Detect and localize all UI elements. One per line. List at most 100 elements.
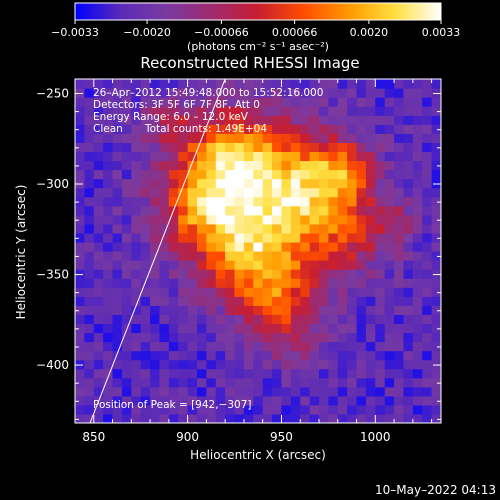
heatmap-cell: [403, 332, 414, 343]
heatmap-cell: [178, 106, 189, 116]
heatmap-cell: [412, 223, 423, 234]
heatmap-cell: [412, 79, 423, 89]
heatmap-cell: [319, 124, 329, 134]
heatmap-cell: [412, 214, 423, 225]
heatmap-cell: [253, 287, 264, 297]
heatmap-cell: [253, 386, 264, 397]
heatmap-cell: [375, 205, 386, 216]
heatmap-cell: [215, 377, 226, 388]
heatmap-cell: [168, 368, 179, 379]
heatmap-cell: [150, 205, 161, 216]
heatmap-cell: [150, 124, 161, 134]
heatmap-cell: [309, 350, 320, 361]
heatmap-cell: [281, 205, 292, 216]
heatmap-cell: [375, 232, 386, 243]
colorbar-tick-label: 0.0033: [422, 26, 461, 39]
heatmap-cell: [328, 88, 339, 98]
heatmap-cell: [197, 287, 207, 297]
heatmap-cell: [112, 124, 123, 134]
heatmap-cell: [365, 269, 376, 279]
heatmap-cell: [356, 232, 367, 243]
heatmap-cell: [281, 214, 292, 225]
heatmap-cell: [422, 260, 433, 270]
heatmap-cell: [103, 413, 114, 423]
heatmap-cell: [384, 151, 395, 162]
heatmap-cell: [347, 350, 358, 361]
heatmap-cell: [112, 79, 123, 89]
heatmap-cell: [197, 97, 207, 107]
heatmap-cell: [187, 205, 198, 216]
heatmap-cell: [84, 332, 95, 343]
heatmap-cell: [422, 377, 433, 388]
heatmap-cell: [337, 395, 348, 406]
heatmap-cell: [159, 241, 170, 252]
heatmap-cell: [431, 314, 441, 325]
heatmap-cell: [75, 305, 85, 315]
heatmap-cell: [337, 88, 348, 98]
heatmap-cell: [103, 214, 114, 225]
heatmap-cell: [206, 395, 217, 406]
heatmap-cell: [394, 260, 405, 270]
heatmap-cell: [319, 187, 329, 198]
heatmap-cell: [243, 241, 254, 252]
heatmap-cell: [225, 350, 236, 361]
heatmap-cell: [337, 97, 348, 107]
heatmap-cell: [121, 350, 132, 361]
heatmap-cell: [365, 386, 376, 397]
heatmap-cell: [253, 278, 264, 288]
heatmap-cell: [431, 395, 441, 406]
heatmap-cell: [356, 305, 367, 315]
heatmap-cell: [140, 115, 151, 125]
heatmap-cell: [272, 269, 283, 279]
heatmap-cell: [356, 205, 367, 216]
heatmap-cell: [262, 124, 273, 134]
heatmap-cell: [281, 269, 292, 279]
heatmap-cell: [309, 296, 320, 306]
heatmap-cell: [431, 296, 441, 306]
heatmap-cell: [178, 251, 189, 261]
heatmap-cell: [272, 232, 283, 243]
heatmap-cell: [272, 350, 283, 361]
heatmap-cell: [84, 88, 95, 98]
heatmap-cell: [347, 160, 358, 171]
heatmap-cell: [225, 251, 236, 261]
heatmap-cell: [403, 106, 414, 116]
heatmap-cell: [412, 314, 423, 325]
heatmap-cell: [112, 97, 123, 107]
heatmap-cell: [262, 178, 273, 189]
heatmap-cell: [319, 350, 329, 361]
heatmap-cell: [215, 350, 226, 361]
colorbar-unit-label: (photons cm⁻² s⁻¹ asec⁻²): [187, 40, 329, 53]
heatmap-cell: [309, 79, 320, 89]
heatmap-cell: [365, 359, 376, 370]
heatmap-cell: [412, 278, 423, 288]
heatmap-cell: [206, 305, 217, 315]
heatmap-cell: [290, 79, 301, 89]
heatmap-cell: [290, 413, 301, 423]
heatmap-cell: [197, 205, 207, 216]
heatmap-cell: [365, 395, 376, 406]
heatmap-cell: [187, 323, 198, 334]
heatmap-cell: [112, 368, 123, 379]
heatmap-cell: [159, 205, 170, 216]
heatmap-cell: [431, 332, 441, 343]
heatmap-cell: [309, 341, 320, 352]
heatmap-cell: [121, 205, 132, 216]
heatmap-cell: [328, 241, 339, 252]
heatmap-cell: [103, 404, 114, 415]
heatmap-cell: [356, 260, 367, 270]
heatmap-cell: [197, 88, 207, 98]
heatmap-cell: [187, 377, 198, 388]
heatmap-cell: [290, 151, 301, 162]
heatmap-cell: [290, 232, 301, 243]
heatmap-cell: [347, 386, 358, 397]
heatmap-cell: [309, 133, 320, 143]
heatmap-cell: [206, 323, 217, 334]
heatmap-cell: [375, 404, 386, 415]
heatmap-cell: [75, 323, 85, 334]
heatmap-cell: [140, 133, 151, 143]
heatmap-cell: [356, 341, 367, 352]
heatmap-cell: [412, 205, 423, 216]
heatmap-cell: [159, 413, 170, 423]
heatmap-cell: [75, 341, 85, 352]
